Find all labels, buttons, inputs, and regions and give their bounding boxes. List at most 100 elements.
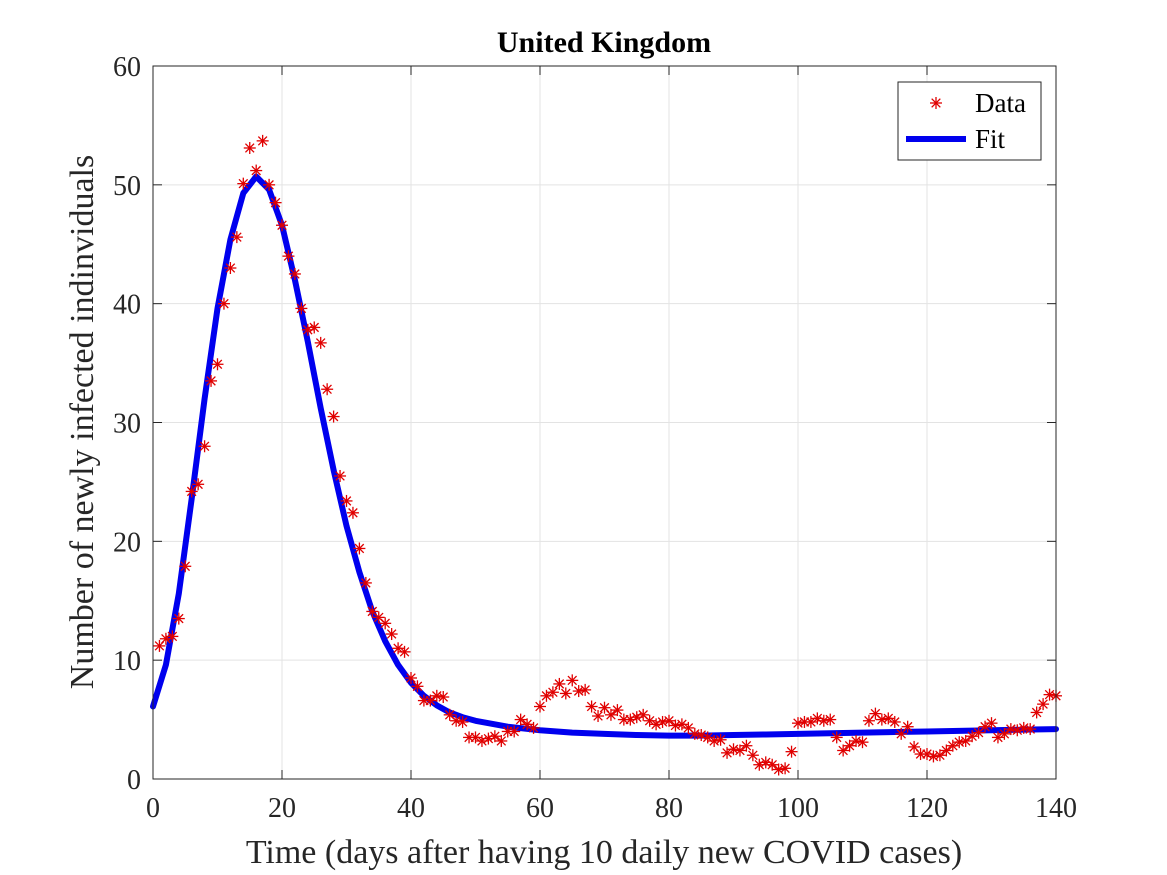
data-point <box>359 576 372 589</box>
data-point <box>566 674 579 687</box>
data-point <box>882 712 895 725</box>
data-point <box>340 494 353 507</box>
data-point <box>411 680 424 693</box>
data-point <box>334 469 347 482</box>
data-point <box>540 689 553 702</box>
data-point <box>211 358 224 371</box>
data-point <box>514 713 527 726</box>
ticks: 0 20 40 60 80 100 120 140 0 10 20 30 40 50 60 <box>113 52 1077 824</box>
data-point <box>869 707 882 720</box>
data-point <box>604 708 617 721</box>
data-point <box>643 714 656 727</box>
data-point <box>269 196 282 209</box>
data-point <box>527 721 540 734</box>
y-tick-label: 60 <box>113 52 141 83</box>
x-tick-label: 20 <box>268 793 296 824</box>
data-point <box>746 749 759 762</box>
data-point <box>488 730 501 743</box>
data-point <box>998 727 1011 740</box>
chart-title: United Kingdom <box>497 26 711 59</box>
data-point <box>804 715 817 728</box>
data-point <box>385 628 398 641</box>
x-axis-label: Time (days after having 10 daily new COV… <box>246 834 962 871</box>
data-point <box>933 749 946 762</box>
data-point <box>991 731 1004 744</box>
data-point <box>985 717 998 730</box>
data-point <box>198 440 211 453</box>
data-point <box>740 739 753 752</box>
data-point <box>237 177 250 190</box>
data-point <box>785 745 798 758</box>
data-point <box>179 560 192 573</box>
data-point <box>166 630 179 643</box>
data-point <box>430 689 443 702</box>
y-tick-label: 30 <box>113 409 141 440</box>
y-axis-label: Number of newly infected indinviduals <box>64 155 101 689</box>
data-point <box>611 704 624 717</box>
data-point <box>282 250 295 263</box>
data-point <box>656 715 669 728</box>
data-point <box>546 686 559 699</box>
data-point <box>295 302 308 315</box>
data-point <box>856 736 869 749</box>
legend: Data Fit <box>897 81 1042 161</box>
data-point <box>392 642 405 655</box>
data-point <box>372 611 385 624</box>
data-point <box>192 478 205 491</box>
data-point <box>959 734 972 747</box>
data-point <box>721 746 734 759</box>
data-point <box>263 178 276 191</box>
data-point <box>733 744 746 757</box>
data-point <box>663 714 675 727</box>
data-point <box>875 713 888 726</box>
data-point <box>888 715 901 728</box>
data-point <box>592 710 605 723</box>
x-tick-label: 60 <box>526 793 554 824</box>
data-point <box>321 383 334 396</box>
data-point <box>230 231 243 244</box>
x-tick-label: 120 <box>906 793 948 824</box>
data-point <box>521 718 534 731</box>
data-point <box>824 713 837 726</box>
x-tick-label: 140 <box>1035 793 1077 824</box>
data-point <box>585 700 598 713</box>
data-point <box>508 725 521 738</box>
data-point <box>837 744 850 757</box>
data-point <box>701 731 714 744</box>
data-point <box>979 720 992 733</box>
data-point <box>346 506 359 519</box>
data-point <box>534 700 546 713</box>
data-point <box>675 718 688 731</box>
data-point <box>250 164 263 177</box>
data-point <box>779 762 792 775</box>
legend-fit-label: Fit <box>975 124 1006 154</box>
data-point <box>243 141 256 154</box>
y-tick-label: 0 <box>127 765 141 796</box>
data-point <box>256 134 269 147</box>
data-point <box>1024 723 1037 736</box>
data-point <box>424 694 437 707</box>
data-point <box>308 321 321 334</box>
data-point <box>940 744 953 757</box>
data-point <box>553 677 566 690</box>
data-point <box>172 612 185 625</box>
data-point <box>843 739 856 752</box>
legend-data-marker <box>930 97 942 109</box>
data-point <box>901 720 914 733</box>
y-tick-label: 10 <box>113 646 141 677</box>
data-series <box>153 134 1062 776</box>
data-point <box>353 542 366 555</box>
legend-data-label: Data <box>975 88 1026 118</box>
data-point <box>379 617 392 630</box>
data-point <box>830 731 843 744</box>
data-point <box>288 267 301 280</box>
data-point <box>766 758 779 771</box>
data-point <box>895 727 908 740</box>
legend-box <box>897 81 1042 161</box>
legend-data-star <box>930 97 942 109</box>
data-point <box>495 734 508 747</box>
data-point <box>314 336 327 349</box>
data-point <box>405 671 417 684</box>
data-point <box>398 645 411 658</box>
